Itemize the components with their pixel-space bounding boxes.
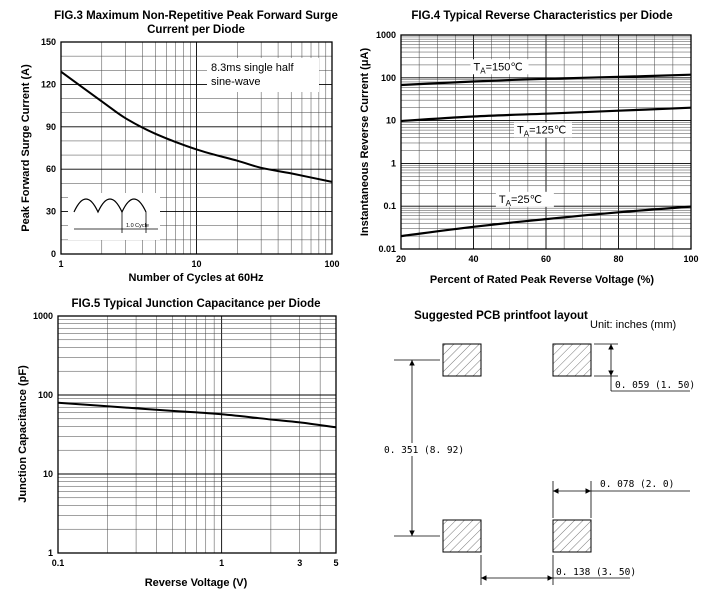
fig5-xticks: 0.1 1 3 5 xyxy=(52,558,339,568)
fig5-ytick-label: 10 xyxy=(43,469,53,479)
fig4-x-axis-label: Percent of Rated Peak Reverse Voltage (%… xyxy=(430,274,654,286)
fig4-ytick-label: 100 xyxy=(381,73,396,83)
fig4-series-label-2: TA=25℃ xyxy=(499,194,542,208)
fig3-ytick-label: 30 xyxy=(46,207,56,217)
fig3-xticks: 1 10 100 xyxy=(58,259,339,269)
fig5-ytick-label: 1000 xyxy=(33,311,53,321)
pad-bottom-right xyxy=(552,519,592,553)
fig4-ytick-label: 1000 xyxy=(376,30,396,40)
pcb-unit: Unit: inches (mm) xyxy=(590,319,676,331)
fig5-yticks: 1 10 100 1000 xyxy=(33,311,53,558)
dim-total-height-label: 0. 351 (8. 92) xyxy=(384,445,464,456)
dim-pad-gap xyxy=(552,481,690,518)
fig3-annotation-line1: 8.3ms single half xyxy=(211,62,294,74)
fig4-ytick-label: 0.1 xyxy=(383,201,396,211)
fig4-series-label-bg xyxy=(514,122,572,138)
dim-pad-width-label: 0. 138 (3. 50) xyxy=(556,567,636,578)
fig3-inset-label: 1.0 Cycle xyxy=(126,223,149,229)
dim-pad-gap-label: 0. 078 (2. 0) xyxy=(600,479,674,490)
fig4-xtick-label: 40 xyxy=(468,254,478,264)
dim-pad-height xyxy=(594,343,690,392)
fig5-xtick-label: 3 xyxy=(297,558,302,568)
pad-bottom-left xyxy=(442,519,482,553)
fig4-series-line-1 xyxy=(400,106,692,123)
fig3-title-line1: FIG.3 Maximum Non-Repetitive Peak Forwar… xyxy=(54,10,338,22)
fig3-annotation-bg xyxy=(207,58,319,92)
fig4-yticks: 0.01 0.1 1 10 100 1000 xyxy=(376,30,396,254)
fig5-x-axis-label: Reverse Voltage (V) xyxy=(145,577,248,589)
fig3-ytick-label: 0 xyxy=(51,249,56,259)
fig5-grid xyxy=(57,315,337,554)
dim-pad-width xyxy=(480,555,630,585)
fig5-plot-frame xyxy=(57,315,337,554)
fig5-title: FIG.5 Typical Junction Capacitance per D… xyxy=(71,298,320,310)
fig3-series-line xyxy=(60,70,333,183)
fig4-xtick-label: 80 xyxy=(613,254,623,264)
fig3-inset-wave xyxy=(73,198,147,214)
fig5-chart: FIG.5 Typical Junction Capacitance per D… xyxy=(17,298,339,589)
fig4-y-axis-label: Instantaneous Reverse Current (μA) xyxy=(359,48,371,237)
fig4-ytick-label: 0.01 xyxy=(378,244,396,254)
fig5-y-axis-label: Junction Capacitance (pF) xyxy=(17,365,29,503)
fig5-ytick-label: 100 xyxy=(38,390,53,400)
dim-total-height-label-bg xyxy=(381,443,443,456)
fig5-xtick-label: 1 xyxy=(219,558,224,568)
fig4-xtick-label: 20 xyxy=(396,254,406,264)
fig4-series-line-2 xyxy=(400,205,692,238)
dim-pad-height-label: 0. 059 (1. 50) xyxy=(615,380,695,391)
pcb-layout: Suggested PCB printfoot layout Unit: inc… xyxy=(381,310,695,585)
fig3-annotation-line2: sine-wave xyxy=(211,76,261,88)
fig3-chart: FIG.3 Maximum Non-Repetitive Peak Forwar… xyxy=(20,10,340,284)
fig5-series-line xyxy=(57,401,337,429)
fig3-ytick-label: 90 xyxy=(46,122,56,132)
fig5-ytick-label: 1 xyxy=(48,548,53,558)
fig4-plot-frame xyxy=(400,34,692,250)
fig3-xtick-label: 1 xyxy=(58,259,63,269)
fig4-series-label-1: TA=125℃ xyxy=(517,124,566,138)
fig4-series-label-bg xyxy=(495,191,554,207)
fig4-title: FIG.4 Typical Reverse Characteristics pe… xyxy=(411,10,672,22)
fig3-x-axis-label: Number of Cycles at 60Hz xyxy=(128,272,264,284)
fig4-xticks: 20 40 60 80 100 xyxy=(396,254,699,264)
fig5-xtick-label: 0.1 xyxy=(52,558,65,568)
pad-top-right xyxy=(552,343,592,377)
fig3-plot-frame xyxy=(60,41,333,255)
fig4-xtick-label: 60 xyxy=(541,254,551,264)
fig3-y-axis-label: Peak Forward Surge Current (A) xyxy=(20,64,32,232)
fig3-xtick-label: 10 xyxy=(191,259,201,269)
fig3-xtick-label: 100 xyxy=(324,259,339,269)
pcb-title: Suggested PCB printfoot layout xyxy=(414,310,588,322)
fig4-xtick-label: 100 xyxy=(683,254,698,264)
pad-top-left xyxy=(442,343,482,377)
fig4-series-label-bg xyxy=(470,59,529,75)
fig4-chart: FIG.4 Typical Reverse Characteristics pe… xyxy=(359,10,699,286)
fig4-series-label-0: TA=150℃ xyxy=(474,61,523,75)
fig3-ytick-label: 150 xyxy=(41,37,56,47)
fig3-inset: 1.0 Cycle xyxy=(68,193,160,240)
fig3-ytick-label: 120 xyxy=(41,79,56,89)
fig3-yticks: 0 30 60 90 120 150 xyxy=(41,37,56,259)
fig3-ytick-label: 60 xyxy=(46,164,56,174)
fig4-series: TA=150℃ TA=125℃ TA=25℃ xyxy=(400,59,692,238)
fig4-ytick-label: 1 xyxy=(391,158,396,168)
fig4-grid xyxy=(400,34,692,250)
fig5-xtick-label: 5 xyxy=(333,558,338,568)
fig4-series-line-0 xyxy=(400,73,692,87)
fig4-ytick-label: 10 xyxy=(386,116,396,126)
fig3-title-line2: Current per Diode xyxy=(147,24,245,36)
